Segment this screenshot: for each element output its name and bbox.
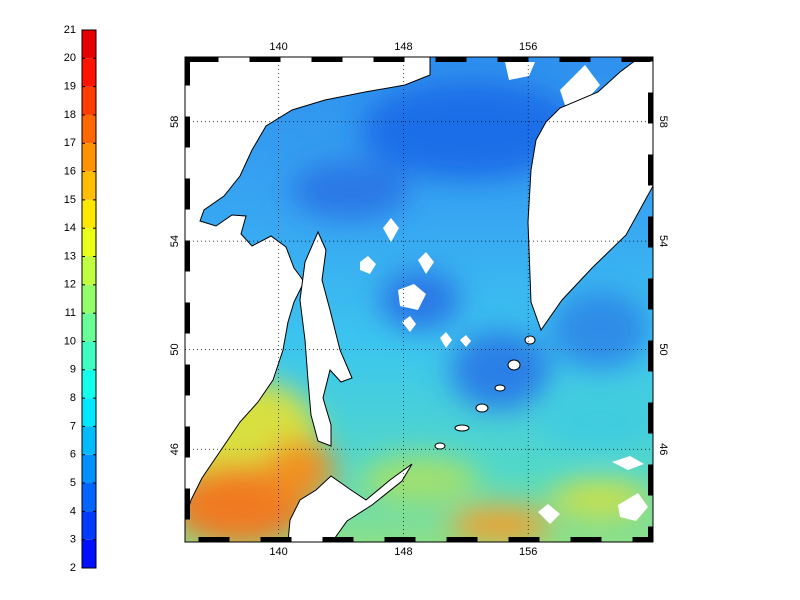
colorbar-band: [82, 483, 96, 512]
data-gaps: [360, 62, 653, 524]
land: [185, 57, 653, 542]
colorbar-tick-label: 10: [64, 335, 76, 347]
colorbar-tick-label: 16: [64, 165, 76, 177]
colorbar-band: [82, 426, 96, 455]
lat-label-left: 58: [169, 116, 181, 128]
lon-label-top: 148: [394, 41, 412, 53]
colorbar-band: [82, 539, 96, 568]
colorbar-band: [82, 454, 96, 484]
colorbar-tick-label: 15: [64, 194, 76, 206]
lat-label-left: 46: [169, 443, 181, 455]
colorbar-band: [82, 30, 96, 59]
colorbar-band: [82, 58, 96, 87]
colorbar-tick-label: 5: [70, 477, 76, 489]
colorbar-tick-label: 17: [64, 137, 76, 149]
colorbar-band: [82, 228, 96, 257]
colorbar-tick-label: 9: [70, 364, 76, 376]
lat-label-right: 54: [657, 235, 669, 247]
colorbar-tick-label: 6: [70, 449, 76, 461]
map: 140 140 148 148 156 156 46 46 50 50 54 54 58 58: [169, 41, 669, 558]
colorbar-band: [82, 199, 96, 229]
colorbar-band: [82, 86, 96, 115]
lon-label-top: 140: [269, 41, 287, 53]
colorbar-tick-label: 20: [64, 52, 76, 64]
lon-label-bottom: 148: [394, 546, 412, 558]
colorbar-tick-label: 13: [64, 250, 76, 262]
colorbar-tick-label: 3: [70, 534, 76, 546]
lat-label-left: 54: [169, 235, 181, 247]
lat-label-right: 46: [657, 443, 669, 455]
colorbar-band: [82, 511, 96, 540]
lon-label-bottom: 156: [519, 546, 537, 558]
colorbar-tick-label: 7: [70, 420, 76, 432]
lat-label-left: 50: [169, 343, 181, 355]
colorbar-tick-label: 11: [65, 307, 76, 319]
colorbar-frame: [81, 29, 97, 569]
colorbar-tick-label: 19: [64, 81, 76, 93]
lon-label-top: 156: [519, 41, 537, 53]
colorbar-band: [82, 143, 96, 172]
colorbar-tick-label: 14: [64, 222, 76, 234]
colorbar-band: [82, 171, 96, 200]
colorbar-band: [82, 256, 96, 285]
lat-label-right: 58: [657, 116, 669, 128]
colorbar-tick-label: 4: [70, 505, 76, 517]
colorbar-tick-label: 12: [64, 279, 76, 291]
colorbar-band: [82, 341, 96, 370]
colorbar-band: [82, 313, 96, 342]
colorbar-tick-label: 18: [64, 109, 76, 121]
colorbar-tick-label: 21: [64, 24, 76, 36]
colorbar-band: [82, 398, 96, 427]
lon-label-bottom: 140: [269, 546, 287, 558]
colorbar-band: [82, 284, 96, 314]
colorbar: 2 3 4 5 6 7 8 9 10 11 12 13 14 15 16 17 18 19 20 21: [64, 24, 97, 574]
colorbar-band: [82, 114, 96, 144]
colorbar-tick-label: 8: [70, 392, 76, 404]
lat-label-right: 50: [657, 343, 669, 355]
colorbar-band: [82, 369, 96, 399]
colorbar-tick-label: 2: [70, 562, 76, 574]
map-frame-ticks: [185, 57, 653, 542]
sst-field: [185, 57, 653, 542]
